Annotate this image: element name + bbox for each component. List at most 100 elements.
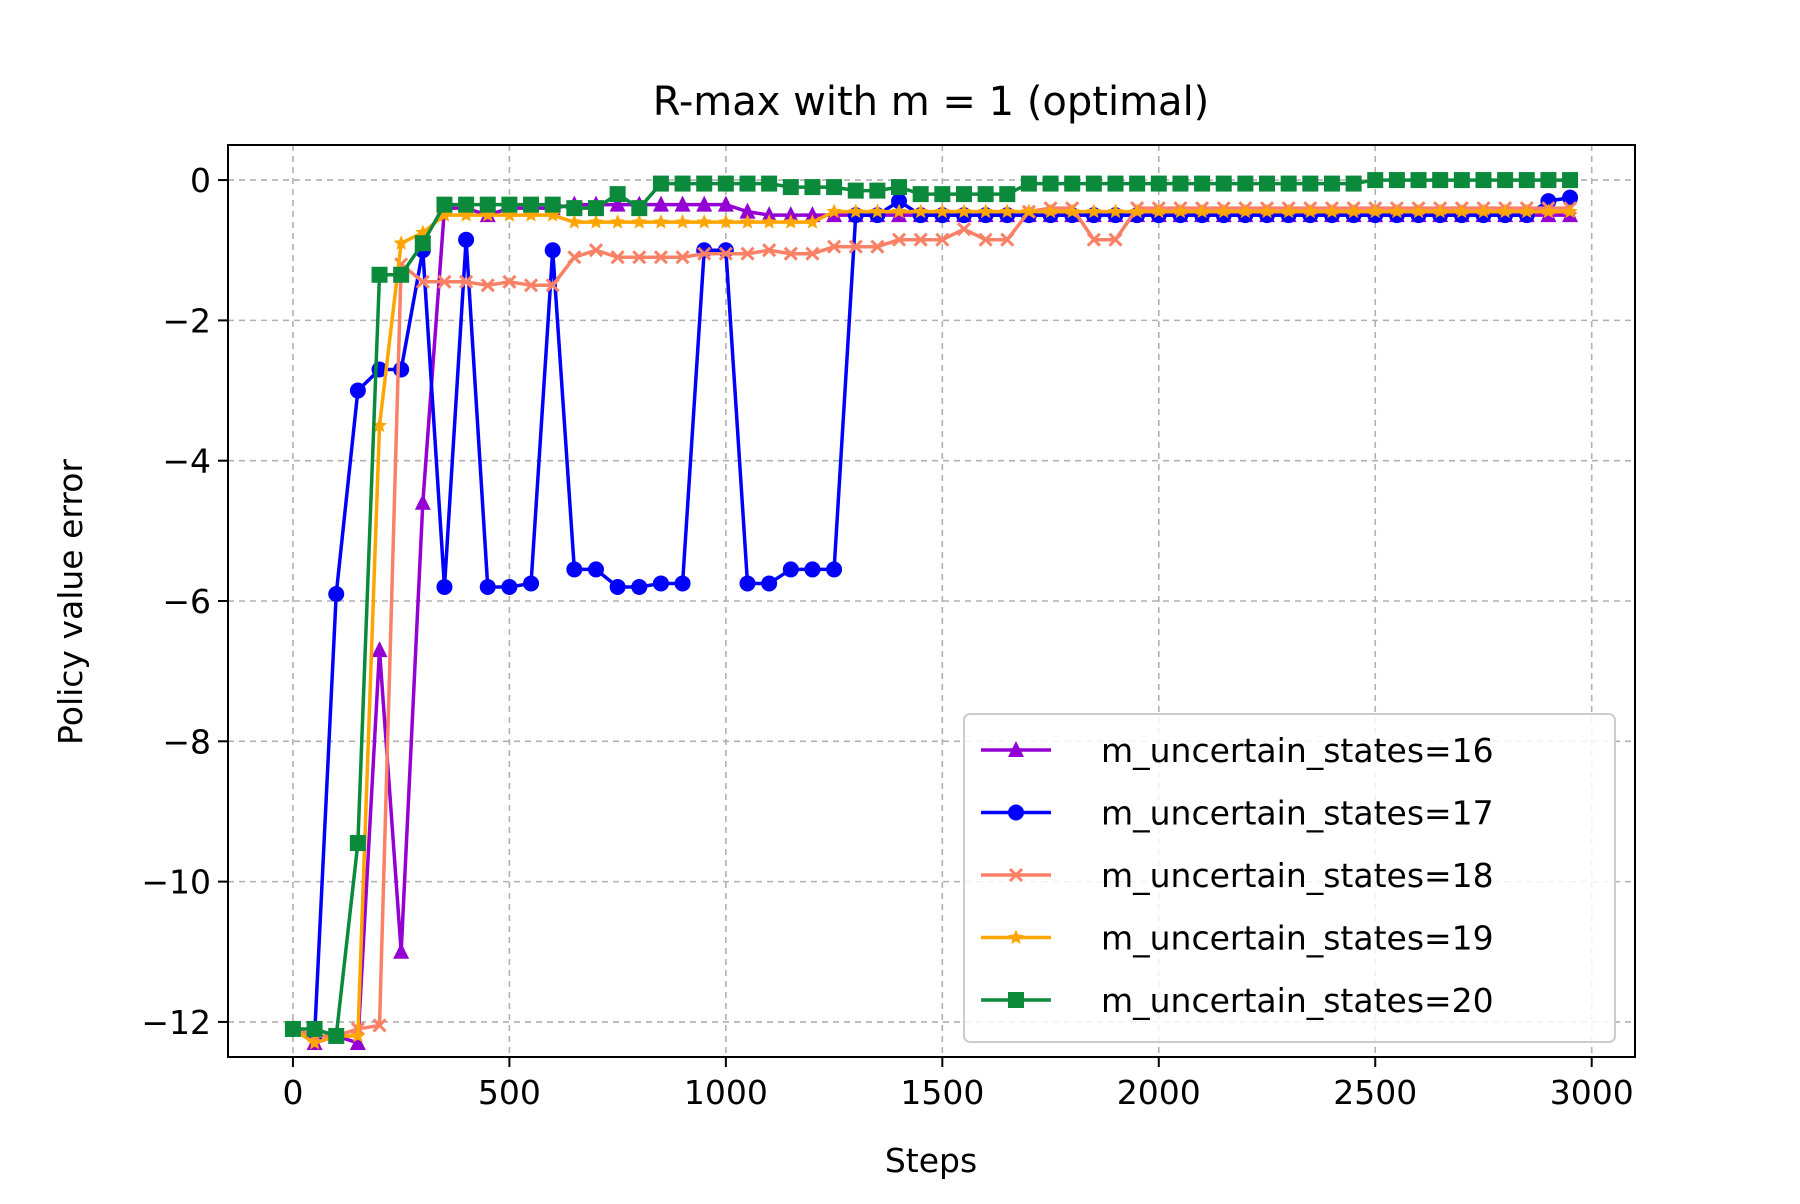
data-point [523,575,540,592]
data-point [393,361,410,378]
data-point [891,193,908,210]
data-point [566,200,583,217]
data-point [913,232,928,247]
data-point [1302,175,1319,192]
data-point [1562,203,1578,219]
data-point [762,243,777,258]
data-point [479,578,496,595]
data-point [1129,203,1145,219]
legend-entry: m_uncertain_states=20 [981,981,1494,1020]
data-point [544,196,561,213]
data-point [1475,172,1492,189]
data-point [1454,203,1470,219]
data-point [610,250,625,265]
marker-stroke [827,239,842,254]
data-point [1345,203,1362,219]
x-tick-label: 2000 [1117,1073,1201,1112]
data-point [523,196,540,213]
marker-stroke [459,274,474,289]
x-tick-label: 3000 [1550,1073,1634,1112]
data-point [1388,172,1405,189]
marker-stroke [567,250,582,265]
marker-stroke [372,1018,387,1033]
data-point [480,278,495,293]
data-point [717,195,734,212]
data-point [284,1020,301,1037]
data-point [1000,232,1015,247]
data-point [544,242,561,259]
y-tick-label: −8 [162,722,211,761]
marker-stroke [805,246,820,261]
data-point [349,1033,366,1050]
data-point [891,179,908,196]
y-tick-label: 0 [190,161,211,200]
data-point [1497,203,1513,219]
data-point [1259,203,1275,219]
data-point [480,207,496,222]
data-point [826,203,842,219]
data-point [328,1027,345,1044]
data-point [869,203,885,219]
y-tick-label: −6 [162,582,211,621]
data-point [502,274,517,289]
data-point [977,186,994,203]
data-point [891,232,907,247]
legend-label: m_uncertain_states=17 [1101,794,1494,833]
data-point [632,250,647,265]
marker-stroke [1108,232,1123,247]
marker-stroke [1000,232,1015,247]
data-point [674,214,691,229]
y-axis-ticks: 0 −2 −4 −6 −8 −10 −12 [141,161,228,1042]
data-point [891,203,907,219]
data-point [761,575,778,592]
x-axis-ticks: 0 500 1000 1500 2000 2500 3000 [282,1057,1634,1112]
x-tick-label: 1000 [684,1073,768,1112]
marker-stroke [415,274,430,289]
data-point [804,561,821,578]
data-point [1389,203,1405,219]
data-point [870,239,885,254]
legend-marker [1008,741,1024,757]
data-point [1259,175,1276,192]
legend-label: m_uncertain_states=20 [1101,981,1494,1020]
data-point [912,186,929,203]
data-point [782,206,799,223]
legend-label: m_uncertain_states=16 [1101,731,1494,770]
legend-entry: m_uncertain_states=19 [981,919,1494,958]
x-tick-label: 1500 [900,1073,984,1112]
data-point [1085,175,1102,192]
data-point [1215,175,1232,192]
data-point [652,175,669,192]
data-point [1172,203,1189,219]
data-point [436,196,453,213]
series-4 [285,203,1578,1050]
data-point [393,235,409,250]
y-tick-label: −12 [141,1003,211,1042]
marker-stroke [762,243,777,258]
data-point [523,278,539,293]
data-point [783,214,799,229]
data-point [371,266,388,283]
data-point [1562,172,1579,189]
data-point [1086,232,1101,247]
marker-stroke [610,250,625,265]
data-point [804,214,821,229]
data-point [1108,232,1123,247]
data-point [739,175,756,192]
data-point [1324,203,1340,219]
data-point [739,214,756,229]
data-point [414,235,431,252]
data-point [587,200,604,217]
series-5 [284,172,1579,1044]
data-point [1518,172,1535,189]
data-point [652,195,669,212]
data-point [696,214,712,229]
x-tick-label: 2500 [1333,1073,1417,1112]
data-point [675,250,690,265]
data-point [804,206,821,223]
x-tick-label: 0 [282,1073,303,1112]
data-point [674,575,691,592]
data-point [1151,203,1167,219]
data-point [545,207,561,222]
data-point [458,231,475,248]
